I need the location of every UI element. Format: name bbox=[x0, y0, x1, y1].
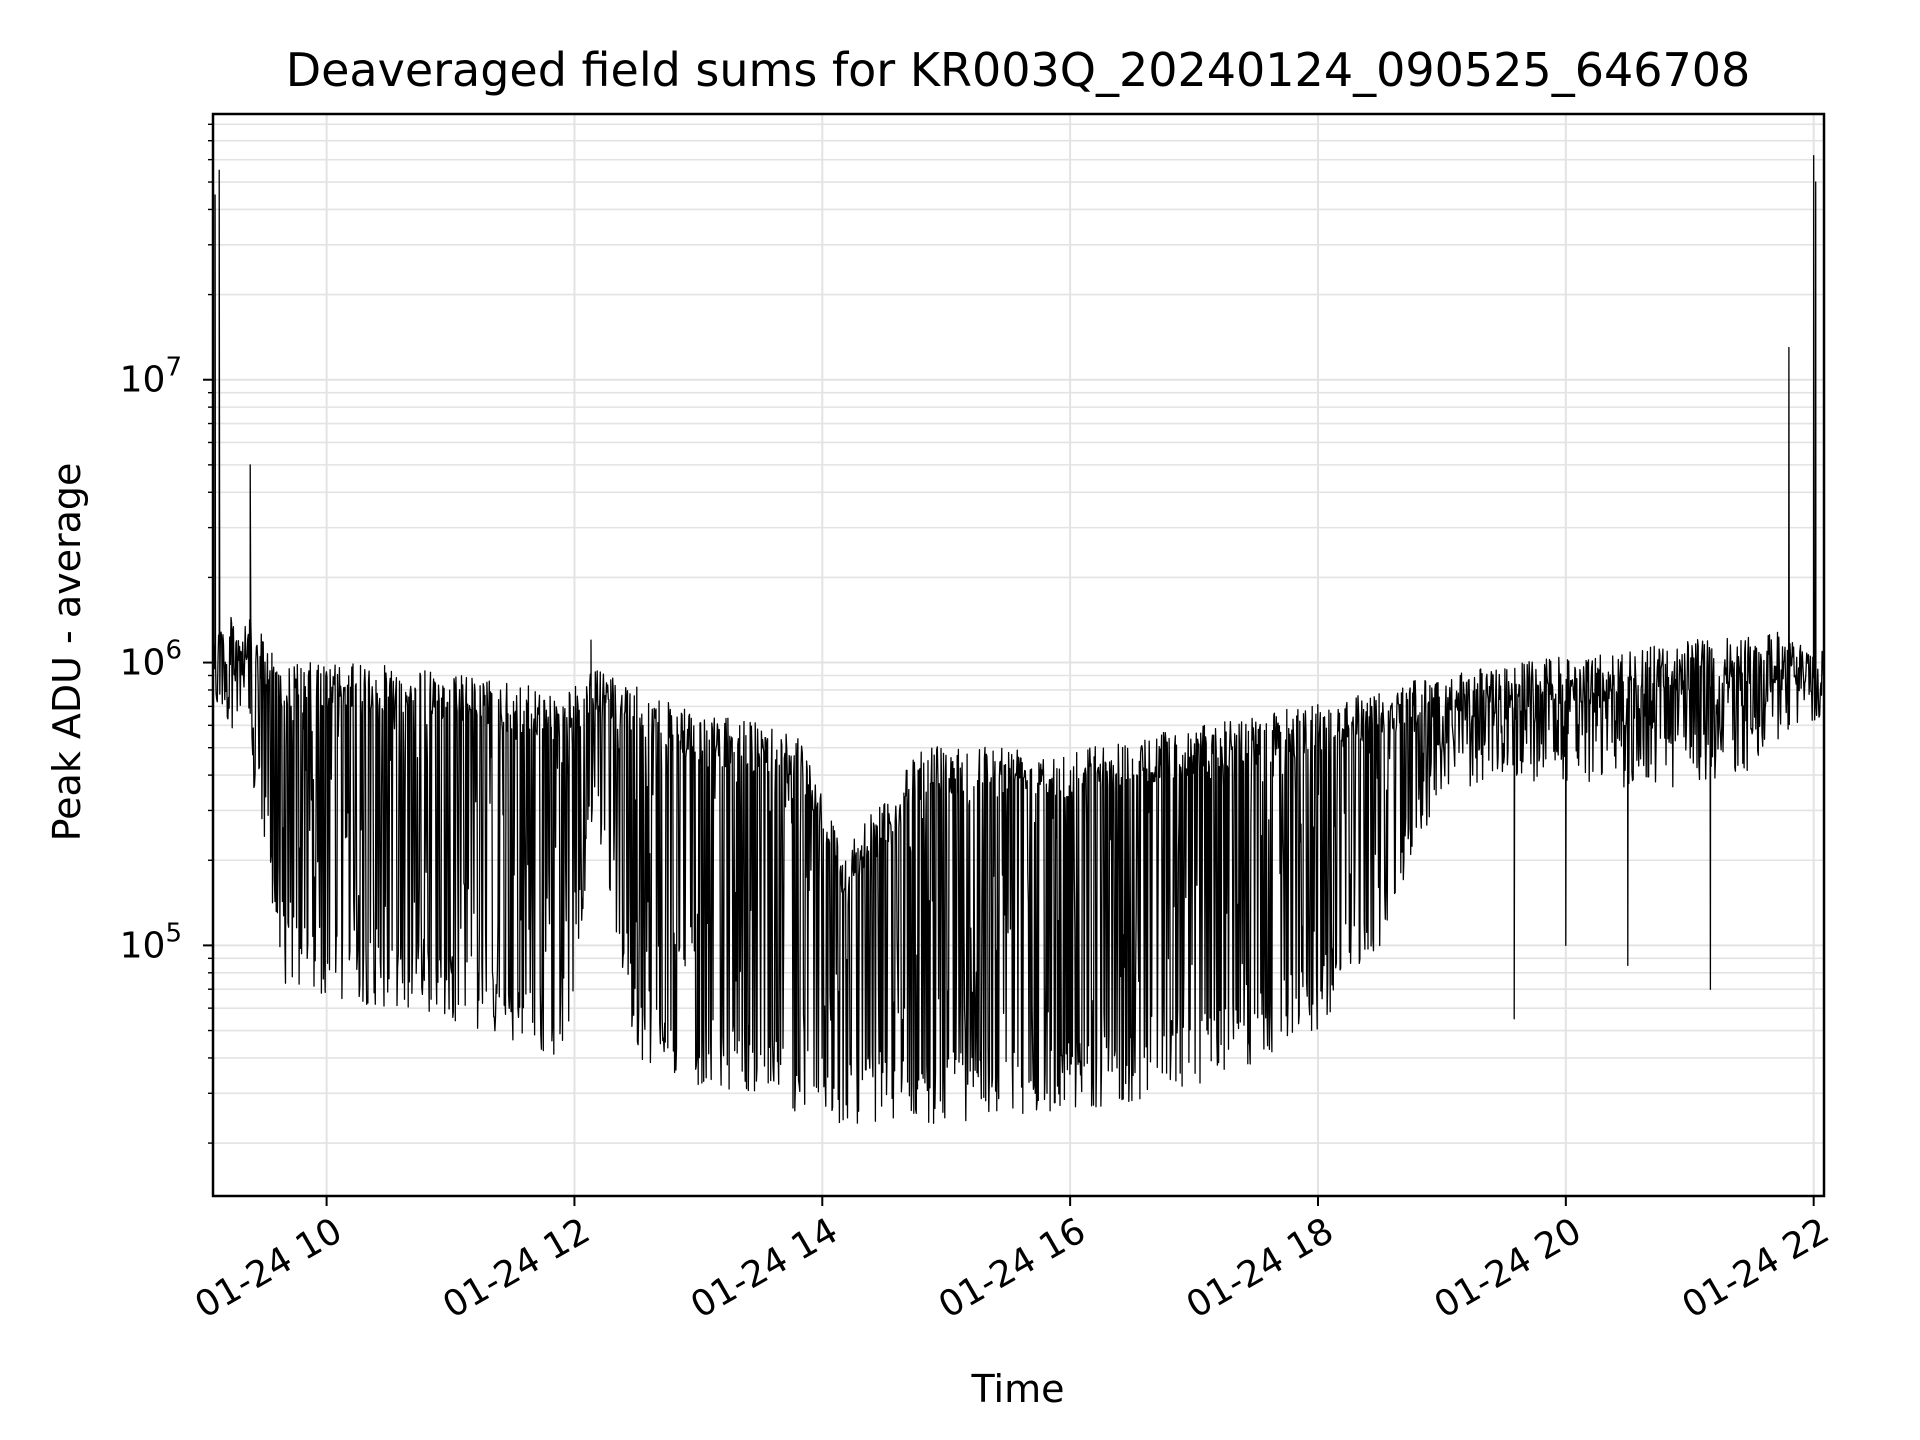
y-tick-label: 107 bbox=[120, 353, 182, 401]
y-tick-label: 105 bbox=[120, 918, 182, 966]
x-axis-label: Time bbox=[971, 1367, 1065, 1411]
plot-frame bbox=[211, 112, 1826, 1198]
data-series bbox=[212, 154, 1825, 1124]
y-axis-label: Peak ADU - average bbox=[45, 463, 89, 842]
chart-title: Deaveraged field sums for KR003Q_2024012… bbox=[286, 43, 1751, 97]
series-line bbox=[212, 154, 1825, 1124]
y-tick-label: 106 bbox=[120, 636, 182, 684]
